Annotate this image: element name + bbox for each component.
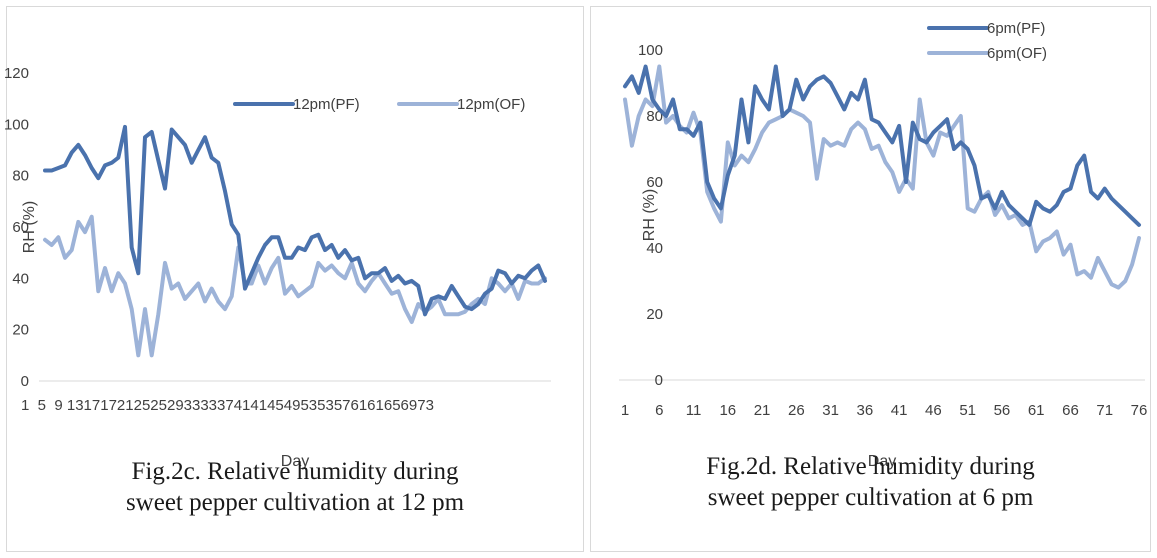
legend-label: 12pm(PF) <box>293 96 360 113</box>
x-tick-label: 76 <box>1131 402 1148 419</box>
x-tick-label: 61 <box>1028 402 1045 419</box>
y-tick-label: 40 <box>646 240 663 257</box>
x-tick-label: 46 <box>925 402 942 419</box>
x-tick-label: 56 <box>994 402 1011 419</box>
y-tick-label: 60 <box>12 219 29 236</box>
x-tick-label: 71 <box>1096 402 1113 419</box>
y-tick-label: 20 <box>12 322 29 339</box>
chart-fig2c: 0 20 40 60 80 100 120 1 5 9 1317172125252933333… <box>4 65 551 470</box>
x-axis-title: Day <box>281 453 309 470</box>
series-line-12pmof <box>43 214 547 358</box>
series-line-12pmpf <box>43 124 547 317</box>
y-tick-label: 0 <box>21 373 29 390</box>
y-tick-label: 100 <box>638 42 663 59</box>
x-tick-label: 6 <box>655 402 663 419</box>
x-tick-label: 21 <box>754 402 771 419</box>
caption-line-2: sweet pepper cultivation at 12 pm <box>125 489 465 516</box>
caption-line-1: Fig.2d. Relative humidity during <box>706 453 1035 480</box>
caption-line-1: Fig.2c. Relative humidity during <box>131 458 459 485</box>
y-tick-label: 60 <box>646 174 663 191</box>
series-line-6pmpf <box>623 64 1141 227</box>
x-tick-label: 41 <box>891 402 908 419</box>
legend-label: 6pm(PF) <box>987 20 1045 37</box>
series-line-6pmof <box>623 64 1141 290</box>
y-tick-label: 0 <box>655 372 663 389</box>
y-tick-label: 80 <box>12 168 29 185</box>
x-tick-labels: 1 5 9 1317172125252933333741414549535357… <box>21 397 434 414</box>
x-tick-label: 1 <box>621 402 629 419</box>
caption-fig2c: Fig.2c. Relative humidity during sweet p… <box>7 456 583 518</box>
x-tick-label: 26 <box>788 402 805 419</box>
x-tick-label: 66 <box>1062 402 1079 419</box>
x-tick-label: 16 <box>719 402 736 419</box>
legend-label: 6pm(OF) <box>987 45 1047 62</box>
x-axis-title: Day <box>868 453 896 470</box>
chart-panel-fig2c: 0 20 40 60 80 100 120 1 5 9 1317172125252933333… <box>4 6 584 552</box>
y-tick-label: 20 <box>646 306 663 323</box>
caption-line-2: sweet pepper cultivation at 6 pm <box>707 484 1034 511</box>
y-axis-title: RH (%) <box>21 201 38 253</box>
caption-fig2d: Fig.2d. Relative humidity during sweet p… <box>591 451 1150 513</box>
x-tick-label: 51 <box>959 402 976 419</box>
x-tick-label: 31 <box>822 402 839 419</box>
y-tick-label: 120 <box>4 65 29 82</box>
y-tick-label: 40 <box>12 270 29 287</box>
y-tick-label: 100 <box>4 116 29 133</box>
x-tick-label: 11 <box>686 402 702 419</box>
chart-panel-fig2d: 0 20 40 60 80 100 1 6 11 16 21 26 31 36 41 46 51 56 61 66 71… <box>590 6 1151 552</box>
x-tick-label: 36 <box>857 402 874 419</box>
legend-label: 12pm(OF) <box>457 96 525 113</box>
y-axis-title: RH (%) <box>641 189 658 241</box>
y-tick-label: 80 <box>646 108 663 125</box>
